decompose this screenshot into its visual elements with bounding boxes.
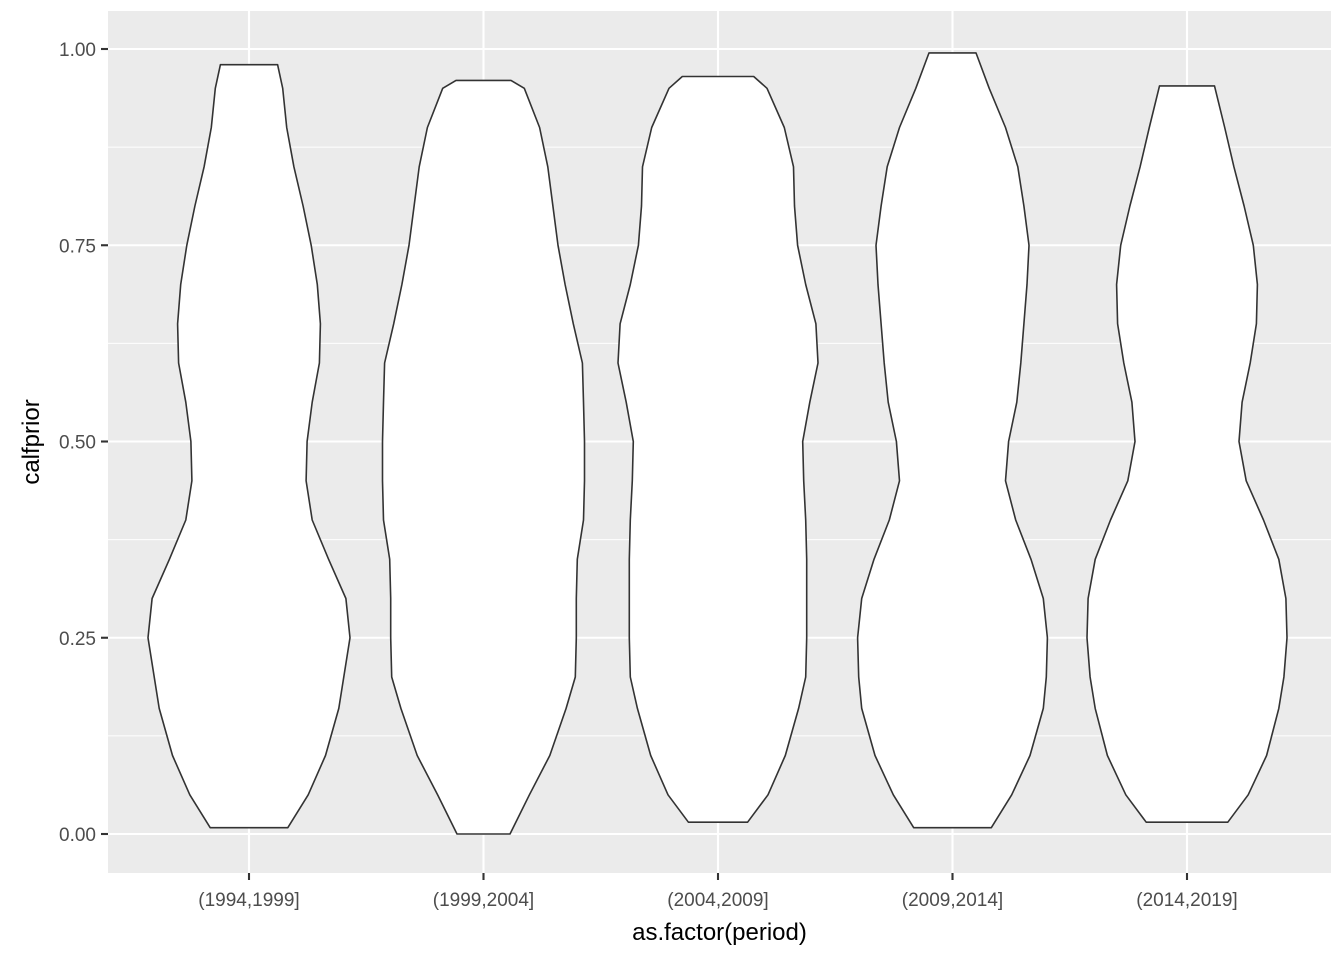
violin-1 <box>147 63 351 829</box>
y-tick-label: 1.00 <box>59 40 96 61</box>
violin-4 <box>856 52 1049 829</box>
violin-3 <box>617 75 819 823</box>
y-tick-label: 0.75 <box>59 236 96 257</box>
x-tick-label: (2009,2014] <box>902 890 1003 911</box>
violin-group <box>147 52 1288 835</box>
x-tick-label: (2004,2009] <box>667 890 768 911</box>
y-tick-label: 0.00 <box>59 825 96 846</box>
y-axis-ticks: 0.00 0.25 0.50 0.75 1.00 <box>59 40 108 846</box>
y-axis-title: calfprior <box>18 399 45 484</box>
x-tick-label: (2014,2019] <box>1136 890 1237 911</box>
x-tick-label: (1999,2004] <box>433 890 534 911</box>
violin-5 <box>1086 85 1288 823</box>
x-axis-ticks: (1994,1999] (1999,2004] (2004,2009] (2009,2… <box>198 873 1238 911</box>
x-tick-label: (1994,1999] <box>198 890 299 911</box>
y-tick-label: 0.25 <box>59 629 96 650</box>
violin-2 <box>381 79 586 835</box>
x-axis-title: as.factor(period) <box>632 919 807 946</box>
y-tick-label: 0.50 <box>59 433 96 454</box>
